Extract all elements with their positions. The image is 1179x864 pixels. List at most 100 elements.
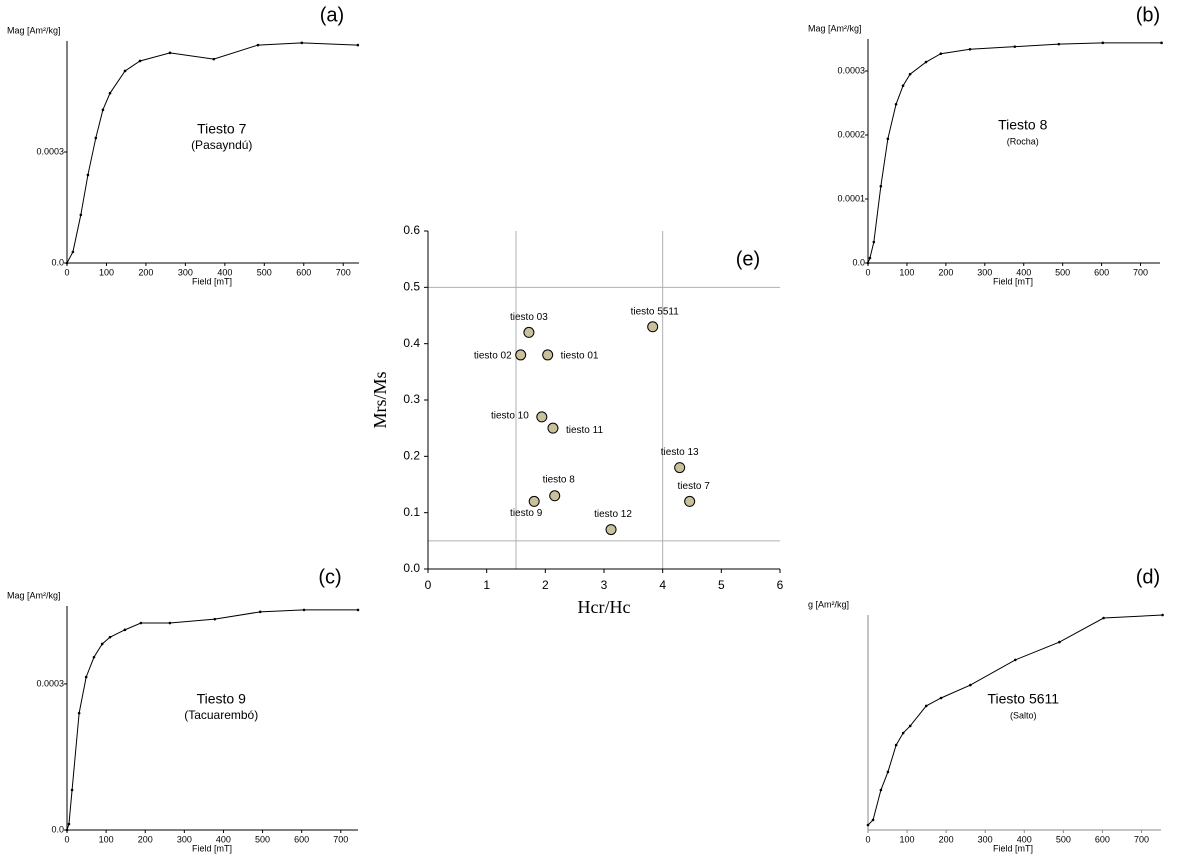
- x-tick-label: 600: [296, 267, 311, 277]
- point-label: tiesto 8: [543, 474, 576, 485]
- x-tick-label: 600: [1094, 267, 1109, 277]
- y-axis-label: Mrs/Ms: [370, 371, 390, 428]
- y-tick-label: 0.0003: [36, 146, 64, 156]
- x-axis-label: Hcr/Hc: [578, 597, 631, 617]
- point: [356, 43, 360, 47]
- point: [212, 57, 216, 61]
- point: [139, 621, 143, 625]
- point: [868, 256, 872, 260]
- y-tick-label: 0.0002: [837, 129, 865, 139]
- x-tick-label: 2: [542, 578, 549, 592]
- x-tick-label: 4: [659, 578, 666, 592]
- point: [871, 818, 875, 822]
- curve: [66, 42, 358, 264]
- x-tick-label: 0: [64, 267, 69, 277]
- curve: [867, 614, 1163, 826]
- point: [84, 675, 88, 679]
- x-tick-label: 200: [939, 834, 954, 844]
- point-label: tiesto 12: [594, 509, 632, 520]
- panel-subtitle: (Tacuarembó): [184, 708, 258, 722]
- y-tick-label: 0.2: [403, 449, 420, 463]
- panel-label: (d): [1136, 566, 1160, 588]
- point: [168, 51, 172, 55]
- panel-title: Tiesto 7: [197, 121, 246, 137]
- x-tick-label: 300: [978, 834, 993, 844]
- x-tick-label: 500: [1055, 267, 1070, 277]
- y-tick-label: 0.0: [403, 561, 420, 575]
- point: [939, 696, 943, 700]
- point: [1013, 658, 1017, 662]
- x-tick-label: 500: [255, 834, 270, 844]
- panel-title: Tiesto 8: [998, 117, 1047, 133]
- point: [515, 349, 527, 361]
- x-tick-label: 5: [718, 578, 725, 592]
- x-tick-label: 0: [425, 578, 432, 592]
- point: [536, 411, 548, 423]
- y-tick-label: 0.0: [51, 824, 64, 834]
- point: [94, 136, 98, 140]
- y-tick-label: 0.6: [403, 223, 420, 237]
- panel-label: (a): [320, 4, 344, 26]
- point: [1160, 41, 1163, 45]
- point: [213, 617, 217, 621]
- x-tick-label: 0: [64, 834, 69, 844]
- point: [908, 72, 912, 76]
- y-tick-label: 0.3: [403, 392, 420, 406]
- point: [1161, 613, 1164, 617]
- x-axis-label: Field [mT]: [993, 276, 1033, 286]
- x-tick-label: 0: [865, 267, 870, 277]
- x-tick-label: 200: [138, 267, 153, 277]
- point: [258, 610, 262, 614]
- point-label: tiesto 9: [510, 508, 543, 519]
- point: [123, 69, 127, 73]
- y-tick-label: 0.1: [403, 505, 420, 519]
- point: [1013, 45, 1017, 48]
- y-axis-label: g [Am²/kg]: [808, 599, 849, 609]
- point: [924, 60, 928, 64]
- panel-title: Tiesto 5611: [987, 691, 1059, 707]
- point: [924, 704, 928, 708]
- x-tick-label: 300: [977, 267, 992, 277]
- point-label: tiesto 01: [561, 351, 599, 362]
- point: [70, 788, 74, 792]
- x-tick-label: 100: [99, 834, 114, 844]
- point: [969, 683, 972, 687]
- point: [123, 628, 127, 632]
- point: [65, 261, 69, 265]
- x-tick-label: 1: [483, 578, 490, 592]
- point: [86, 173, 90, 177]
- panel-title: Tiesto 9: [197, 691, 246, 707]
- x-tick-label: 500: [257, 267, 272, 277]
- point: [894, 743, 898, 747]
- point: [908, 724, 912, 728]
- x-tick-label: 6: [777, 578, 784, 592]
- panel-subtitle: (Salto): [1010, 710, 1037, 720]
- point: [77, 711, 81, 715]
- y-tick-label: 0.0001: [837, 193, 865, 203]
- point-label: tiesto 7: [678, 481, 711, 492]
- point-label: tiesto 10: [491, 411, 529, 422]
- panel-subtitle: (Pasayndú): [191, 138, 252, 152]
- point: [108, 635, 112, 639]
- point: [101, 108, 105, 112]
- point: [67, 822, 71, 826]
- point: [605, 524, 617, 536]
- point: [968, 47, 972, 51]
- x-tick-label: 200: [938, 267, 953, 277]
- point-label: tiesto 11: [566, 425, 603, 436]
- point-label: tiesto 13: [661, 447, 699, 458]
- x-axis-label: Field [mT]: [192, 276, 232, 286]
- point: [79, 213, 83, 217]
- y-tick-label: 0.4: [403, 336, 420, 350]
- point-label: tiesto 03: [510, 312, 548, 323]
- point: [866, 261, 870, 265]
- point: [547, 422, 559, 434]
- point: [684, 495, 696, 507]
- x-tick-label: 400: [1017, 834, 1032, 844]
- x-tick-label: 700: [1134, 834, 1149, 844]
- x-tick-label: 700: [333, 834, 348, 844]
- x-tick-label: 400: [217, 267, 232, 277]
- point: [879, 788, 883, 792]
- x-axis-label: Field [mT]: [192, 843, 232, 853]
- panel-label: (b): [1136, 4, 1160, 26]
